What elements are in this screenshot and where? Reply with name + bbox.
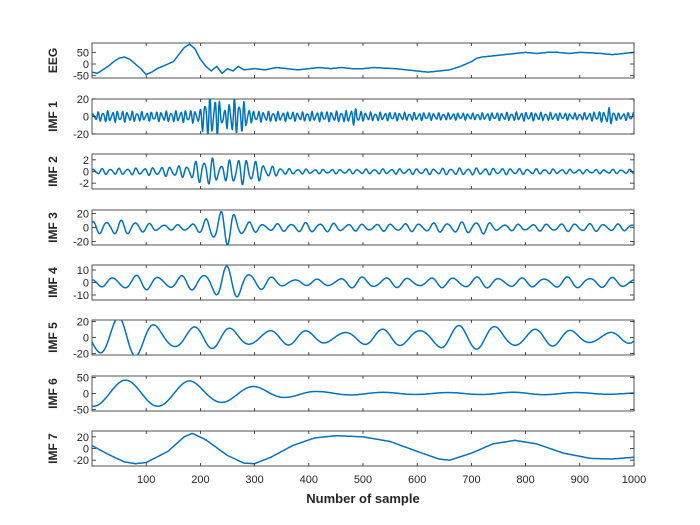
y-tick-label: 0 <box>83 167 89 179</box>
axes-box <box>91 42 635 79</box>
y-axis-label: IMF 2 <box>46 156 60 187</box>
y-tick-label: -20 <box>73 348 89 360</box>
y-tick-label: 50 <box>77 373 89 385</box>
y-tick-label: 0 <box>83 389 89 401</box>
y-axis-label: EEG <box>46 48 60 73</box>
y-tick-label: 0 <box>83 444 89 456</box>
series-line <box>92 432 634 465</box>
axes-box <box>91 319 635 356</box>
y-axis-label: IMF 4 <box>46 267 60 298</box>
y-axis-label: IMF 5 <box>46 322 60 353</box>
x-tick-label: 600 <box>408 474 426 486</box>
y-tick-label: -10 <box>73 290 89 302</box>
y-tick-label: -20 <box>73 455 89 467</box>
y-tick-label: 20 <box>77 209 89 221</box>
axes-box <box>91 209 635 246</box>
x-axis-label: Number of sample <box>306 491 419 506</box>
y-tick-label: 0 <box>83 278 89 290</box>
x-tick-label: 700 <box>462 474 480 486</box>
series-line <box>92 265 634 298</box>
subplot-4: 20 0 -20 IMF 3 <box>46 209 635 249</box>
y-tick-label: -20 <box>73 237 89 249</box>
y-tick-label: 0 <box>83 59 89 71</box>
axes-box <box>91 153 635 190</box>
series-line <box>92 157 634 186</box>
y-tick-label: 20 <box>77 432 89 444</box>
subplot-6: 20 0 -20 IMF 5 <box>46 317 635 360</box>
y-tick-label: 0 <box>83 333 89 345</box>
x-tick-label: 800 <box>516 474 534 486</box>
axes-box <box>91 264 635 301</box>
y-tick-label: 20 <box>77 317 89 329</box>
y-tick-label: 20 <box>77 94 89 106</box>
subplot-8: 200-20 IMF 7 <box>46 430 635 467</box>
y-tick-label: 2 <box>83 155 89 167</box>
subplot-2: 20 0 -20 IMF 1 <box>46 94 635 141</box>
y-axis-label: IMF 3 <box>46 212 60 243</box>
subplot-5: 100-10 IMF 4 <box>46 264 635 302</box>
y-axis-label: IMF 1 <box>46 101 60 132</box>
series-line <box>92 99 634 134</box>
y-tick-label: -50 <box>73 404 89 416</box>
subplot-3: 20-2 IMF 2 <box>46 153 635 190</box>
axes-box <box>91 98 635 135</box>
subplot-7: 50 0 -50 IMF 6 <box>46 373 635 416</box>
x-tick-label: 1000 <box>622 474 646 486</box>
y-axis-label: IMF 6 <box>46 378 60 409</box>
y-tick-label: 0 <box>83 223 89 235</box>
y-tick-label: -20 <box>73 129 89 141</box>
y-axis-label: IMF 7 <box>46 433 60 464</box>
y-tick-label: -50 <box>73 71 89 83</box>
x-tick-label: 200 <box>191 474 209 486</box>
series-line <box>92 210 634 245</box>
series-line <box>92 379 634 408</box>
x-tick-label: 900 <box>571 474 589 486</box>
x-tick-label: 100 <box>137 474 155 486</box>
subplot-1: 500-50 EEG <box>46 42 635 83</box>
x-tick-label: 300 <box>245 474 263 486</box>
x-tick-labels: 100 200 300 400 500 600 700 800 900 1000 <box>137 474 646 486</box>
x-tick-label: 500 <box>354 474 372 486</box>
series-line <box>92 43 634 76</box>
x-tick-label: 400 <box>300 474 318 486</box>
y-tick-label: 10 <box>77 265 89 277</box>
y-tick-label: 0 <box>83 112 89 124</box>
y-tick-label: 50 <box>77 47 89 59</box>
series-line <box>92 320 634 355</box>
y-tick-label: -2 <box>79 178 89 190</box>
